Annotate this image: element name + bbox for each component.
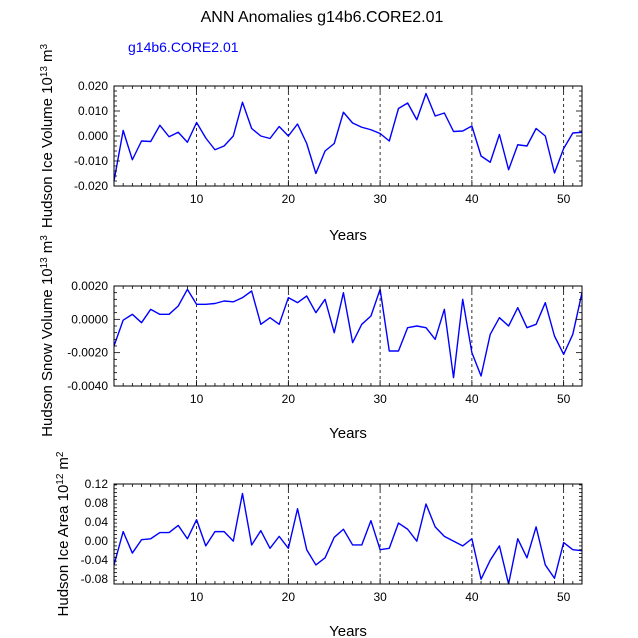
series-line xyxy=(113,288,583,379)
y-tick-label: 0.000 xyxy=(78,129,108,143)
y-axis-label: Hudson Snow Volume 1013 m3 xyxy=(39,235,57,437)
y-axis-label-unit-exponent: 3 xyxy=(39,44,50,50)
panels: 10 20 30 40 50 -0.020 -0.010 0.000 0.010 0.020 Yea… xyxy=(39,44,583,638)
x-tick-label: 10 xyxy=(190,392,204,406)
figure-title: ANN Anomalies g14b6.CORE2.01 xyxy=(201,9,444,26)
x-tick-label: 30 xyxy=(373,392,387,406)
x-axis-label: Years xyxy=(329,425,367,442)
y-tick-label: 0.020 xyxy=(78,79,108,93)
case-label: g14b6.CORE2.01 xyxy=(128,39,239,55)
x-axis-label: Years xyxy=(329,623,367,638)
x-tick-label: 50 xyxy=(557,590,571,604)
y-axis-label-unit: m xyxy=(39,241,56,254)
y-tick-label: -0.08 xyxy=(81,572,109,586)
chart-panel-3: 10 20 30 40 50 -0.08 -0.04 0.00 0.04 0.08 0.12 Year… xyxy=(55,451,583,638)
x-tick-label: 50 xyxy=(557,192,571,206)
y-tick-label: 0.04 xyxy=(85,515,109,529)
x-tick-label: 10 xyxy=(190,590,204,604)
y-tick-label: 0.0020 xyxy=(71,279,108,293)
x-tick-label: 40 xyxy=(465,392,479,406)
y-tick-label: 0.00 xyxy=(85,534,109,548)
x-tick-label: 20 xyxy=(282,392,296,406)
y-axis-label: Hudson Ice Volume 1013 m3 xyxy=(39,44,57,229)
y-tick-label: 0.08 xyxy=(85,496,109,510)
x-tick-label: 10 xyxy=(190,192,204,206)
y-tick-label: -0.020 xyxy=(74,179,108,193)
y-axis-label: Hudson Ice Area 1012 m2 xyxy=(55,451,73,616)
series-line xyxy=(113,92,583,182)
y-tick-label: 0.12 xyxy=(85,477,109,491)
x-tick-label: 40 xyxy=(465,192,479,206)
y-tick-label: -0.0020 xyxy=(67,346,108,360)
y-tick-label: -0.010 xyxy=(74,154,108,168)
y-axis-label-exponent: 13 xyxy=(39,257,50,269)
series-line xyxy=(113,492,583,585)
plot-frame xyxy=(113,85,583,187)
y-axis-label-exponent: 12 xyxy=(55,473,66,485)
plot-frame xyxy=(113,285,583,387)
y-axis-label-main: Hudson Ice Volume 10 xyxy=(39,77,56,228)
x-tick-label: 30 xyxy=(373,590,387,604)
y-axis-label-exponent: 13 xyxy=(39,66,50,78)
chart-panel-2: 10 20 30 40 50 -0.0040 -0.0020 0.0000 0.0020 Year… xyxy=(39,235,583,442)
x-tick-label: 50 xyxy=(557,392,571,406)
chart-panel-1: 10 20 30 40 50 -0.020 -0.010 0.000 0.010 0.020 Yea… xyxy=(39,44,583,244)
y-tick-label: -0.04 xyxy=(81,553,109,567)
y-axis-label-unit-exponent: 3 xyxy=(39,235,50,241)
y-tick-label: 0.0000 xyxy=(71,312,108,326)
y-tick-label: -0.0040 xyxy=(67,379,108,393)
plot-frame xyxy=(113,483,583,585)
x-tick-label: 30 xyxy=(373,192,387,206)
y-axis-label-main: Hudson Snow Volume 10 xyxy=(39,268,56,436)
x-tick-label: 40 xyxy=(465,590,479,604)
y-tick-label: 0.010 xyxy=(78,104,108,118)
x-tick-label: 20 xyxy=(282,192,296,206)
y-axis-label-unit-exponent: 2 xyxy=(55,451,66,457)
x-tick-label: 20 xyxy=(282,590,296,604)
y-axis-label-main: Hudson Ice Area 10 xyxy=(55,485,72,617)
y-axis-label-unit: m xyxy=(39,50,56,63)
x-axis-label: Years xyxy=(329,227,367,244)
y-axis-label-unit: m xyxy=(55,457,72,470)
